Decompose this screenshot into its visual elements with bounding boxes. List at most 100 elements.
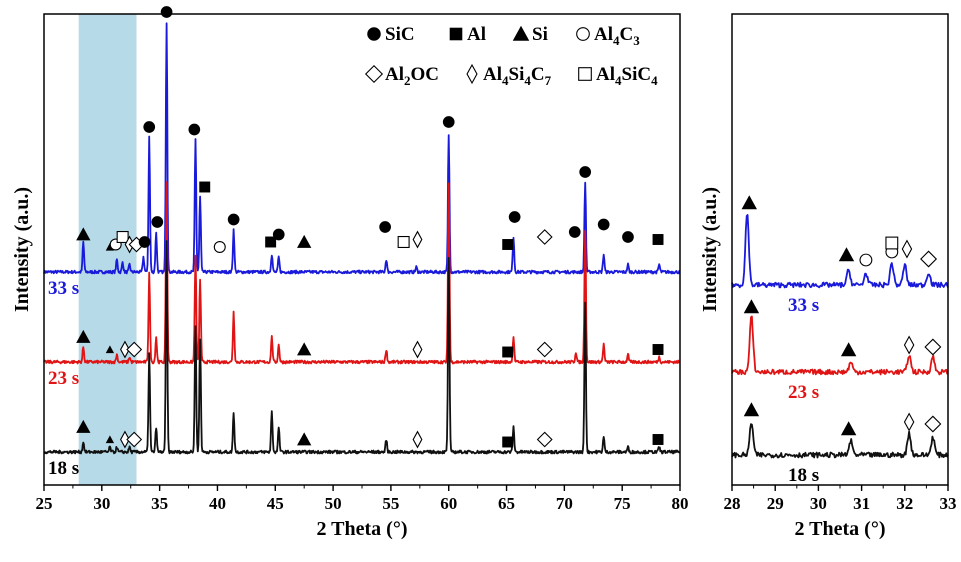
open-square-marker	[397, 235, 410, 249]
series-label: 33 s	[788, 295, 819, 316]
x-tick-label: 70	[556, 494, 573, 513]
filled-circle-marker	[597, 218, 610, 231]
x-tick-label: 32	[896, 494, 913, 513]
filled-triangle-marker	[741, 195, 757, 210]
filled-triangle-marker	[512, 25, 530, 41]
traces-main	[43, 22, 681, 455]
series-label: 23 s	[788, 382, 819, 403]
open-circle-marker	[213, 240, 226, 254]
legend-entry: Si	[512, 24, 548, 45]
open-diamond-marker	[920, 250, 938, 268]
open-diamond-marker	[924, 338, 942, 356]
legend-label: Al4C3	[594, 24, 640, 48]
open-diamond-marker	[126, 341, 143, 358]
filled-circle-marker	[579, 166, 592, 178]
phase-markers-main	[76, 6, 664, 449]
open-circle-marker	[859, 253, 873, 267]
filled-circle-marker	[568, 226, 581, 238]
filled-triangle-marker	[76, 227, 91, 241]
x-axis-title-main: 2 Theta (°)	[317, 518, 408, 540]
open-diamond-marker	[924, 415, 942, 433]
open-narrow-diamond-marker	[466, 63, 478, 85]
open-diamond-marker	[536, 229, 553, 245]
x-tick-label: 60	[440, 494, 457, 513]
x-tick-label: 80	[672, 494, 689, 513]
x-tick-label: 50	[325, 494, 342, 513]
legend-label: Al	[467, 24, 486, 45]
legend-label: SiC	[385, 24, 415, 45]
trace-18s	[731, 423, 949, 459]
filled-triangle-marker	[297, 432, 312, 446]
main-xrd-panel: 33 s 23 s 18 s 25 30 35 40 45 50 55 60 65 70 75 80 2 …	[11, 6, 689, 540]
filled-square-marker	[265, 236, 277, 248]
series-labels-zoom: 33 s 23 s 18 s	[788, 295, 819, 486]
filled-square-marker	[652, 234, 664, 245]
legend-label: Al2OC	[385, 64, 439, 88]
trace-23s	[731, 315, 949, 376]
trace-23s	[43, 181, 681, 365]
x-tick-label: 28	[724, 494, 741, 513]
x-axis-title-zoom: 2 Theta (°)	[795, 518, 886, 540]
series-label: 18 s	[788, 465, 819, 486]
x-tick-label: 40	[209, 494, 226, 513]
filled-triangle-marker	[838, 247, 855, 262]
open-narrow-diamond-marker	[120, 340, 130, 359]
filled-triangle-marker	[297, 342, 312, 356]
x-tick-label: 55	[382, 494, 399, 513]
open-square-marker	[885, 236, 899, 250]
legend-entry: SiC	[367, 24, 415, 45]
x-tick-label: 35	[151, 494, 168, 513]
open-narrow-diamond-marker	[412, 340, 423, 359]
filled-triangle-marker	[76, 419, 91, 433]
x-tick-label: 29	[767, 494, 784, 513]
open-narrow-diamond-marker	[903, 335, 915, 355]
legend: SiC Al Si Al4C3 Al2OC Al4Si4C7 Al4SiC4	[364, 24, 658, 88]
phase-markers-zoom	[741, 195, 942, 436]
open-diamond-marker	[536, 341, 553, 358]
filled-circle-marker	[188, 123, 201, 136]
series-label: 23 s	[48, 368, 79, 389]
filled-square-marker	[652, 434, 664, 445]
open-narrow-diamond-marker	[120, 430, 130, 449]
open-narrow-diamond-marker	[412, 230, 423, 249]
x-tick-label: 30	[810, 494, 827, 513]
x-axis-main: 25 30 35 40 45 50 55 60 65 70 75 80	[36, 485, 689, 513]
trace-18s	[43, 240, 681, 455]
x-tick-label: 75	[614, 494, 631, 513]
filled-triangle-marker	[743, 299, 760, 314]
series-label: 18 s	[48, 458, 79, 479]
filled-triangle-marker	[297, 234, 312, 248]
series-label: 33 s	[48, 278, 79, 299]
open-narrow-diamond-marker	[903, 412, 915, 432]
filled-triangle-marker	[840, 421, 857, 436]
filled-square-marker	[502, 239, 514, 250]
x-tick-label: 45	[267, 494, 284, 513]
filled-circle-marker	[442, 116, 455, 128]
legend-label: Al4Si4C7	[483, 64, 552, 88]
x-tick-label: 33	[940, 494, 957, 513]
filled-circle-marker	[272, 228, 285, 241]
y-axis-title-main: Intensity (a.u.)	[11, 187, 33, 312]
filled-triangle-small-marker	[105, 435, 115, 444]
filled-circle-marker	[151, 216, 164, 228]
x-tick-label: 25	[36, 494, 53, 513]
open-diamond-marker	[364, 64, 384, 84]
open-narrow-diamond-marker	[412, 430, 423, 449]
filled-triangle-marker	[840, 342, 857, 357]
legend-label: Si	[532, 24, 548, 45]
filled-circle-marker	[379, 221, 391, 233]
filled-triangle-marker	[743, 402, 760, 417]
legend-entry: Al	[449, 24, 486, 45]
trace-33s	[43, 22, 681, 275]
open-square-marker	[116, 230, 129, 244]
open-diamond-marker	[536, 431, 553, 448]
series-labels-main: 33 s 23 s 18 s	[48, 278, 79, 479]
x-tick-label: 31	[853, 494, 870, 513]
legend-entry: Al2OC	[364, 64, 439, 88]
y-axis-title-zoom: Intensity (a.u.)	[699, 187, 721, 312]
filled-square-marker	[199, 181, 211, 193]
x-tick-label: 30	[93, 494, 110, 513]
open-circle-marker	[576, 27, 590, 41]
traces-zoom	[731, 214, 949, 459]
